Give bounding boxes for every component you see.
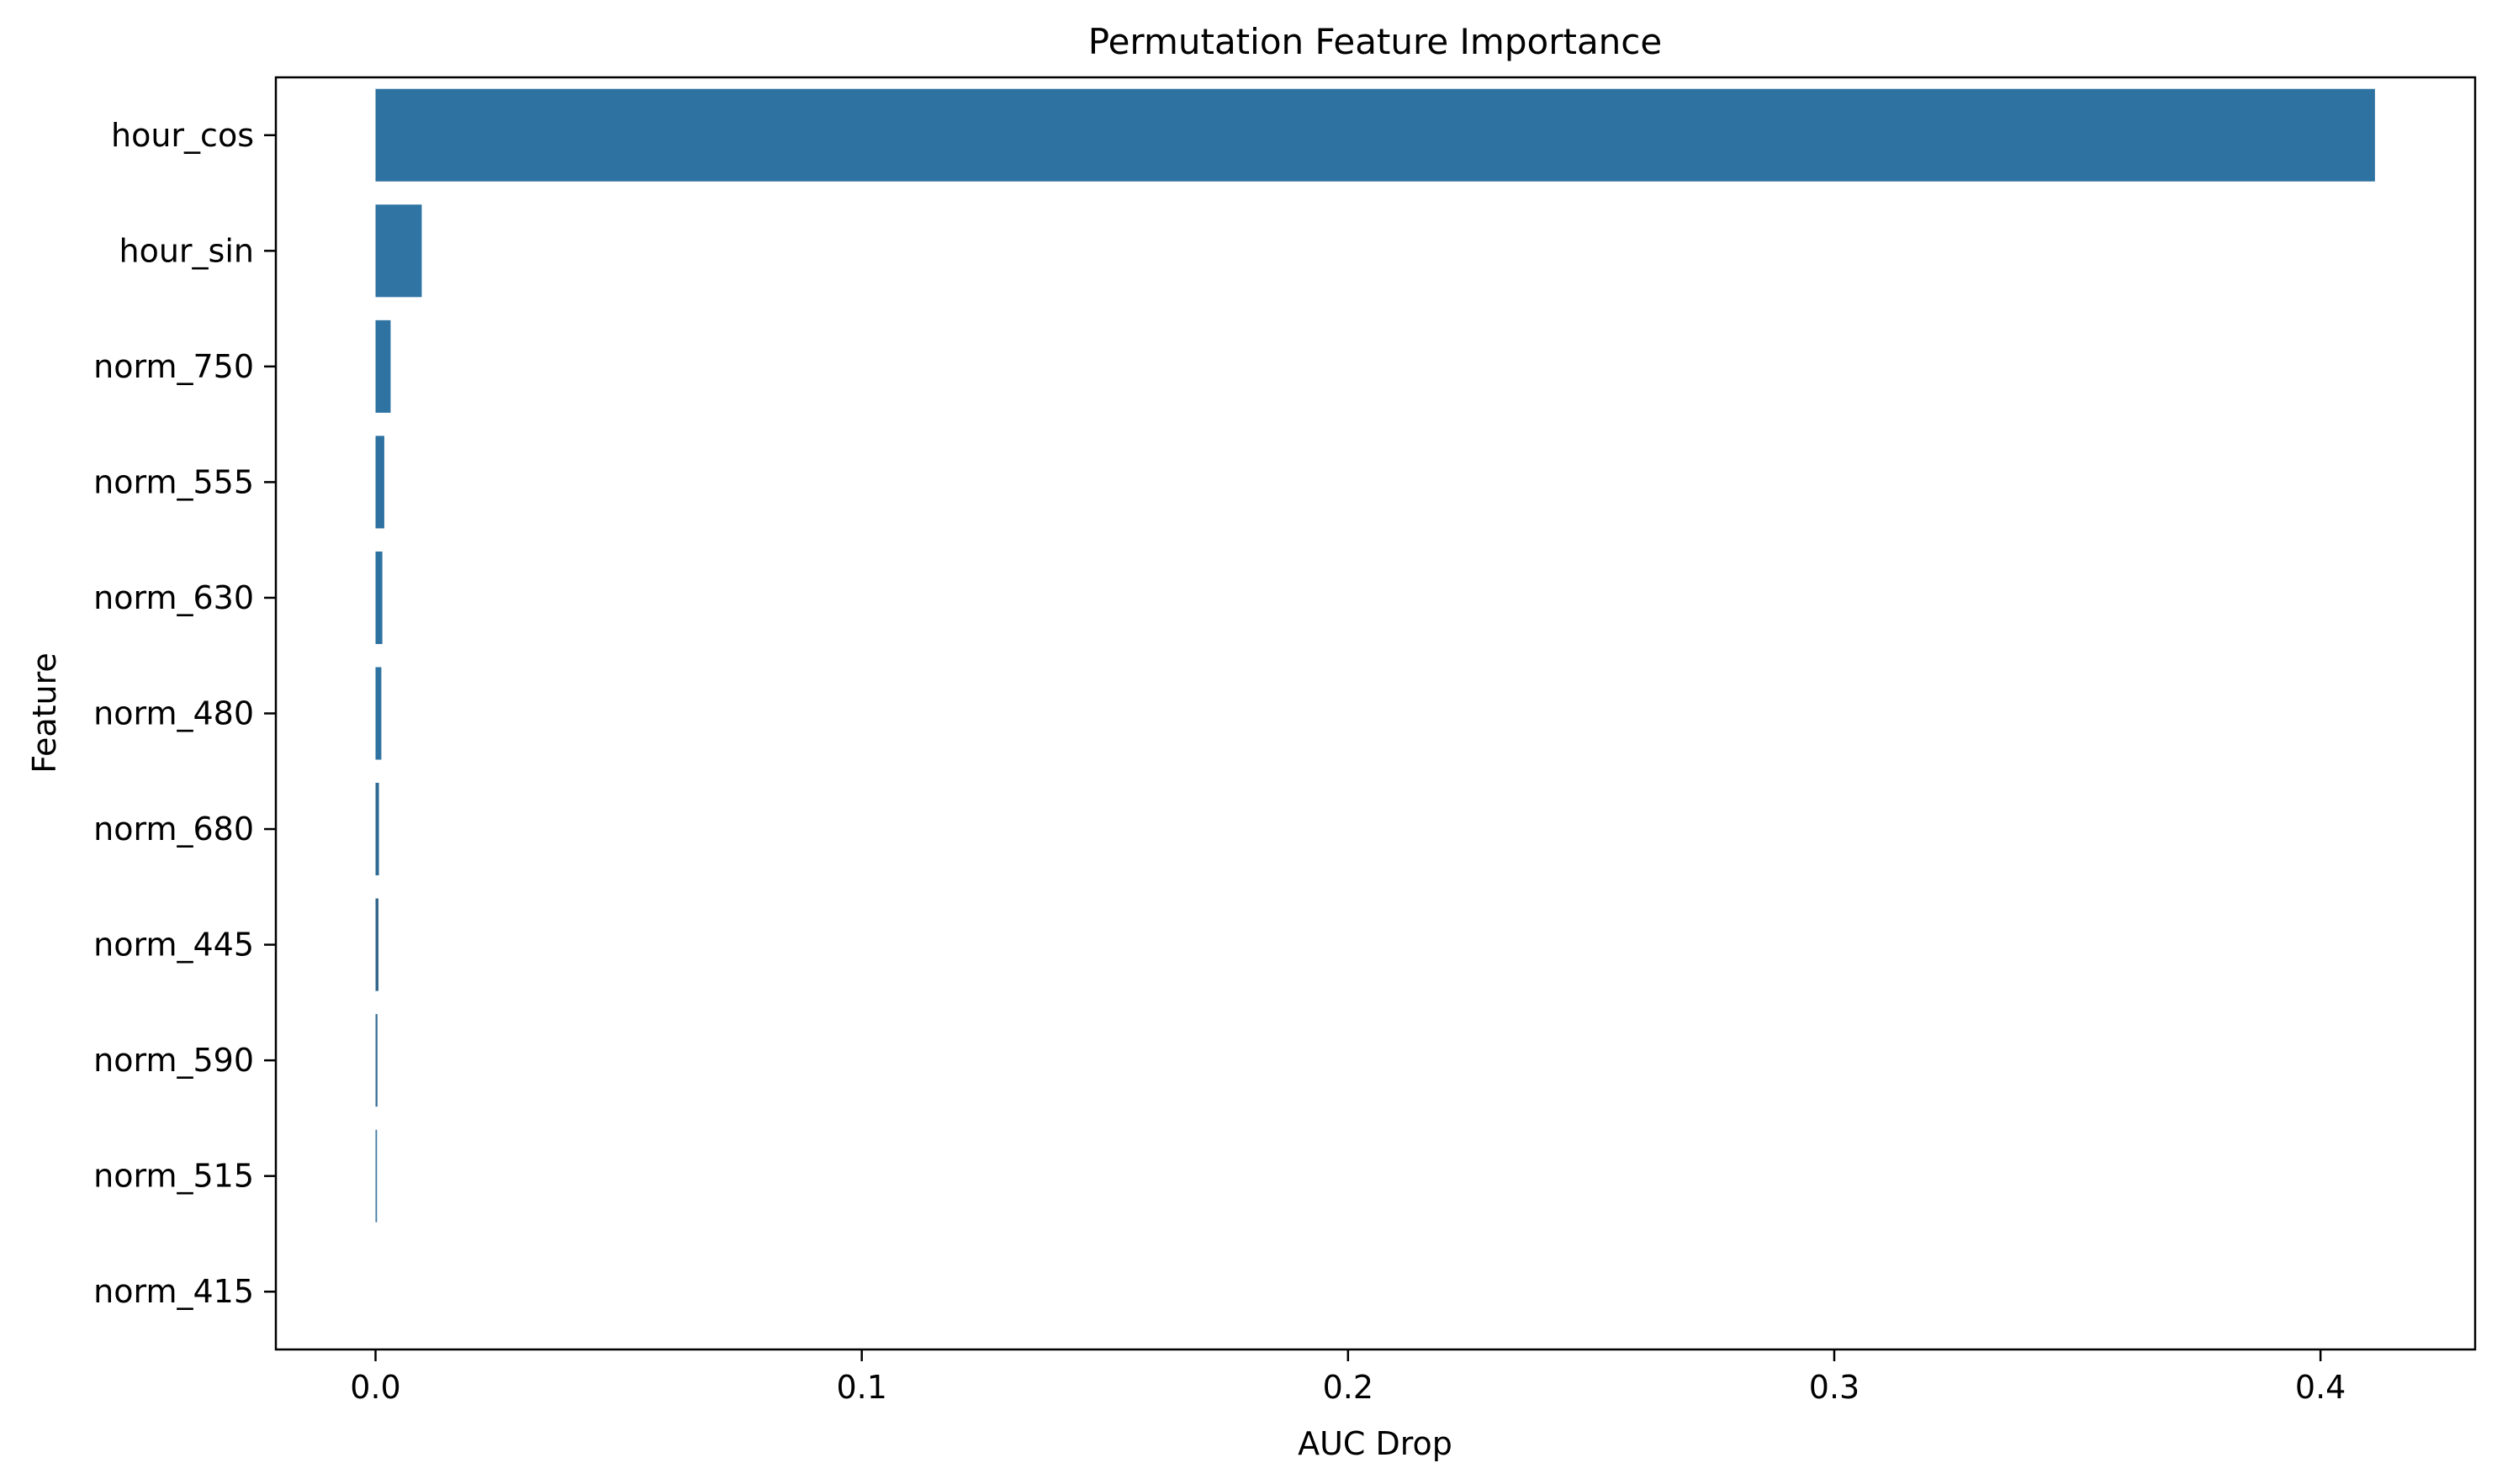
y-ticks-group: hour_cos hour_sin norm_750 norm_555 norm_630… [93,117,276,1310]
chart-title: Permutation Feature Importance [1088,21,1662,62]
bar-norm_555 [375,436,384,529]
bar-norm_590 [375,1014,378,1107]
y-tick-label: hour_sin [119,232,254,269]
y-tick-label: hour_cos [111,117,254,154]
x-tick-label: 0.0 [350,1369,400,1406]
bar-norm_630 [375,551,383,644]
bar-norm_750 [375,320,391,413]
x-tick-label: 0.1 [836,1369,886,1406]
x-tick-label: 0.2 [1323,1369,1373,1406]
y-tick-label: norm_630 [93,579,254,616]
x-ticks-group: 0.0 0.1 0.2 0.3 0.4 [350,1349,2346,1406]
y-tick-label: norm_445 [93,927,254,964]
bar-hour_cos [375,88,2375,182]
y-tick-label: norm_555 [93,463,254,500]
bar-hour_sin [375,204,422,298]
bars-group [375,88,2375,1223]
y-tick-label: norm_750 [93,348,254,385]
y-tick-label: norm_680 [93,811,254,848]
x-tick-label: 0.4 [2295,1369,2346,1406]
bar-norm_680 [375,783,379,876]
y-tick-label: norm_590 [93,1042,254,1079]
bar-norm_480 [375,667,382,760]
y-axis-label: Feature [26,652,63,774]
y-tick-label: norm_415 [93,1273,254,1310]
bar-norm_515 [375,1129,378,1223]
y-tick-label: norm_480 [93,695,254,732]
bar-norm_445 [375,898,378,991]
x-tick-label: 0.3 [1809,1369,1860,1406]
x-axis-label: AUC Drop [1298,1425,1452,1462]
y-tick-label: norm_515 [93,1158,254,1195]
